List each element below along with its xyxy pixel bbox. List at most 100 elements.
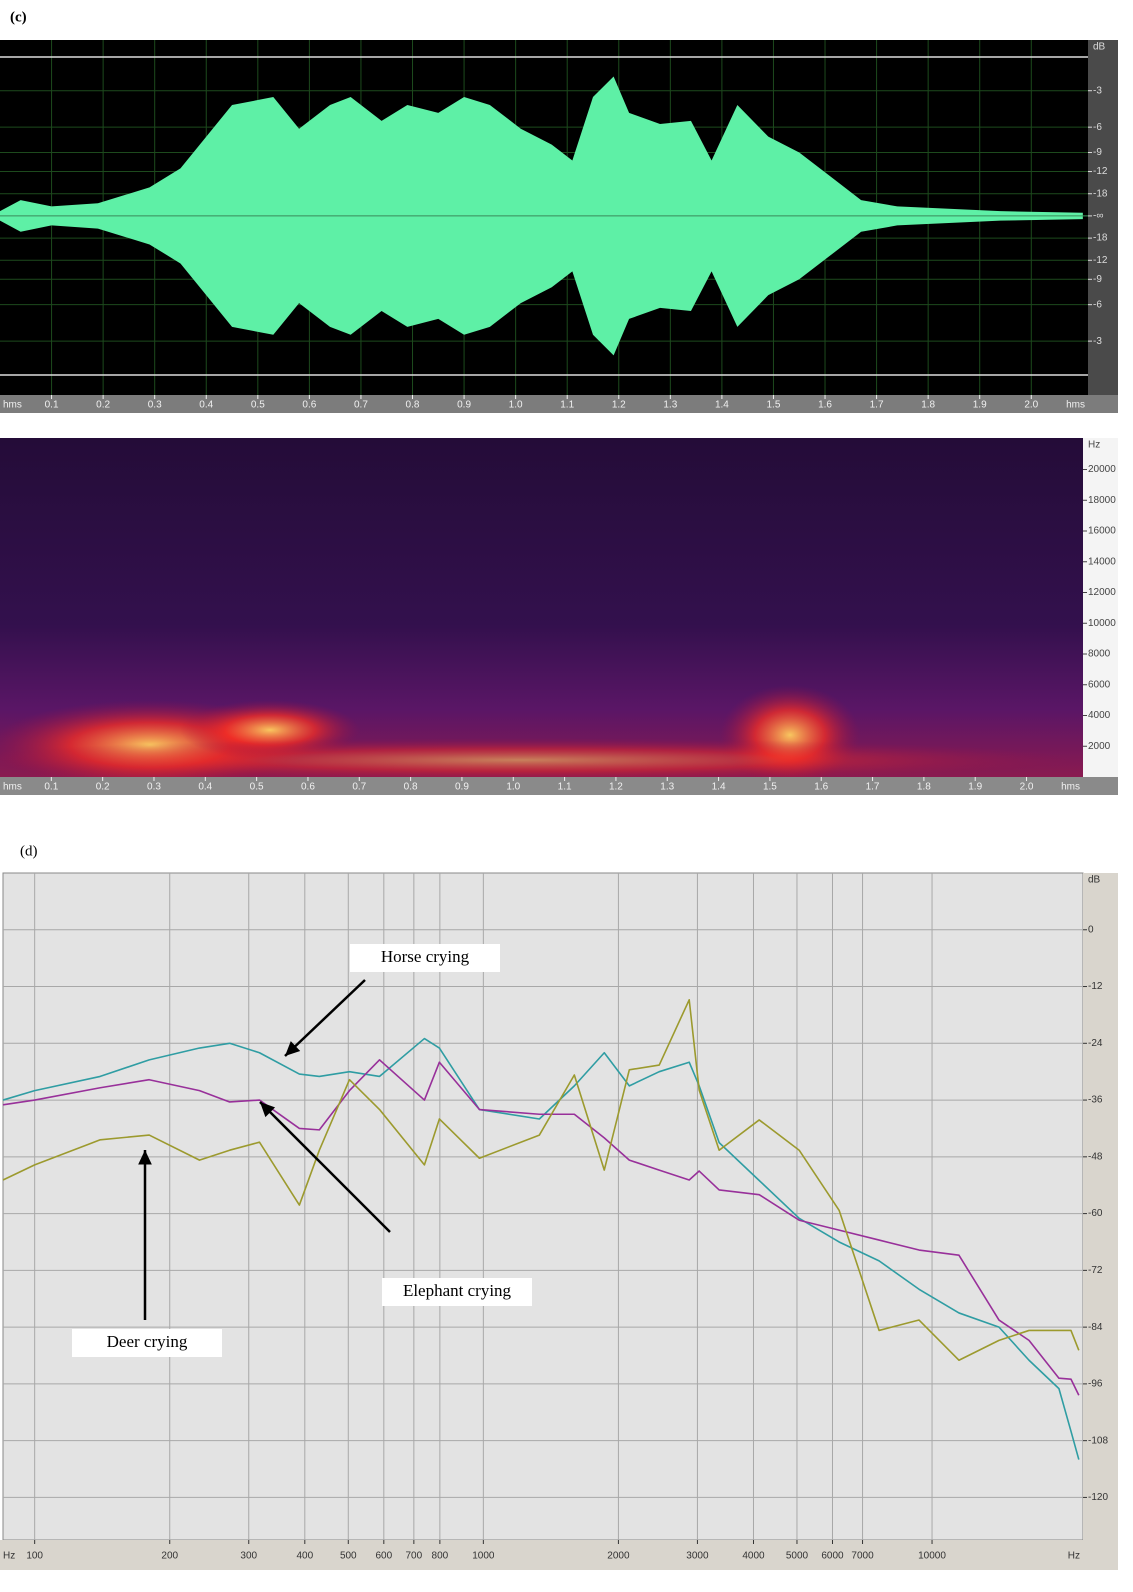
x-tick-label: 800	[432, 1551, 449, 1562]
y-tick-label: -12	[1093, 255, 1108, 266]
waveform-lower	[0, 215, 1083, 356]
x-tick-label: 0.7	[354, 400, 368, 411]
x-tick-label: 100	[26, 1551, 43, 1562]
x-tick-label: 0.8	[406, 400, 420, 411]
y-tick-label: 10000	[1088, 618, 1116, 629]
annotation-arrowhead	[260, 1102, 276, 1118]
y-tick-label: -3	[1093, 336, 1102, 347]
x-tick-label: 1.8	[917, 782, 931, 793]
x-axis-bar	[0, 395, 1118, 413]
x-tick-label: 0.4	[198, 782, 212, 793]
x-tick-label: 1.4	[712, 782, 726, 793]
annotation-box	[382, 1278, 532, 1306]
x-tick-label: 1.6	[818, 400, 832, 411]
x-tick-label: 1.9	[968, 782, 982, 793]
x-tick-label: 0.2	[96, 782, 110, 793]
x-tick-label: 1.4	[715, 400, 729, 411]
x-tick-label: 7000	[851, 1551, 874, 1562]
y-tick-label: -9	[1093, 147, 1102, 158]
x-tick-label: 1000	[472, 1551, 495, 1562]
y-tick-label: -12	[1093, 166, 1108, 177]
y-tick-label: 8000	[1088, 649, 1111, 660]
annotation-box	[350, 944, 500, 972]
y-tick-label: -∞	[1093, 211, 1103, 222]
x-tick-label: 1.5	[767, 400, 781, 411]
x-tick-label: 0.4	[199, 400, 213, 411]
y-tick-label: -3	[1093, 85, 1102, 96]
y-tick-label: -9	[1093, 274, 1102, 285]
annotation-arrowhead	[138, 1150, 152, 1165]
x-tick-label: 0.5	[251, 400, 265, 411]
x-unit-label: Hz	[3, 1551, 15, 1562]
x-unit-label: hms	[1061, 782, 1080, 793]
y-tick-label: -18	[1093, 188, 1108, 199]
x-tick-label: 0.2	[96, 400, 110, 411]
x-tick-label: 600	[375, 1551, 392, 1562]
y-unit-label: dB	[1093, 42, 1106, 53]
x-tick-label: 0.5	[250, 782, 264, 793]
y-unit-label: dB	[1088, 875, 1101, 886]
x-tick-label: 2.0	[1024, 400, 1038, 411]
x-tick-label: 400	[296, 1551, 313, 1562]
y-tick-label: -108	[1088, 1435, 1108, 1446]
x-tick-label: 1.6	[814, 782, 828, 793]
x-tick-label: 1.0	[506, 782, 520, 793]
y-tick-label: 20000	[1088, 464, 1116, 475]
y-tick-label: 12000	[1088, 587, 1116, 598]
x-tick-label: 0.8	[404, 782, 418, 793]
spectrum-line	[2, 1059, 1080, 1396]
annotation-arrow	[259, 1101, 391, 1233]
spectrum-line	[2, 1037, 1080, 1460]
x-tick-label: 1.1	[558, 782, 572, 793]
annotation-arrowhead	[285, 1041, 301, 1056]
x-unit-label: hms	[1066, 400, 1085, 411]
x-tick-label: 4000	[742, 1551, 765, 1562]
x-tick-label: 2.0	[1020, 782, 1034, 793]
x-tick-label: 10000	[918, 1551, 946, 1562]
plot-background	[2, 872, 1084, 1541]
x-tick-label: 0.1	[44, 782, 58, 793]
x-tick-label: 3000	[686, 1551, 709, 1562]
x-tick-label: 6000	[821, 1551, 844, 1562]
panel-label: (d)	[20, 843, 38, 859]
x-tick-label: 1.3	[660, 782, 674, 793]
y-tick-label: -72	[1088, 1265, 1103, 1276]
y-tick-label: -36	[1088, 1095, 1103, 1106]
y-tick-label: -12	[1088, 981, 1103, 992]
x-tick-label: 5000	[786, 1551, 809, 1562]
y-tick-label: -18	[1093, 233, 1108, 244]
x-tick-label: 1.8	[921, 400, 935, 411]
waveform-upper	[0, 76, 1083, 216]
y-tick-label: 4000	[1088, 710, 1111, 721]
y-axis-panel	[1083, 873, 1118, 1540]
y-axis-panel	[1088, 40, 1118, 395]
y-tick-label: -84	[1088, 1322, 1103, 1333]
x-axis-bar	[0, 777, 1118, 795]
y-tick-label: 6000	[1088, 679, 1111, 690]
x-tick-label: 1.7	[870, 400, 884, 411]
y-tick-label: 14000	[1088, 556, 1116, 567]
annotation: Elephant crying	[403, 1281, 512, 1300]
x-tick-label: 200	[161, 1551, 178, 1562]
x-tick-label: 500	[340, 1551, 357, 1562]
y-tick-label: 16000	[1088, 526, 1116, 537]
x-unit-label: hms	[3, 782, 22, 793]
y-tick-label: -6	[1093, 299, 1102, 310]
x-tick-label: 1.9	[973, 400, 987, 411]
y-tick-label: -24	[1088, 1038, 1103, 1049]
annotation: Deer crying	[107, 1332, 188, 1351]
x-tick-label: 2000	[607, 1551, 630, 1562]
panel-label: (c)	[10, 9, 27, 25]
spectrum-line	[2, 998, 1080, 1362]
x-tick-label: 1.7	[866, 782, 880, 793]
x-tick-label: 0.1	[45, 400, 59, 411]
x-unit-label: hms	[3, 400, 22, 411]
x-tick-label: 0.6	[301, 782, 315, 793]
x-tick-label: 1.2	[612, 400, 626, 411]
annotation-arrow	[284, 979, 366, 1057]
y-axis-panel	[1083, 438, 1118, 777]
annotation: Horse crying	[381, 947, 470, 966]
spectrogram-energy	[0, 738, 1080, 782]
